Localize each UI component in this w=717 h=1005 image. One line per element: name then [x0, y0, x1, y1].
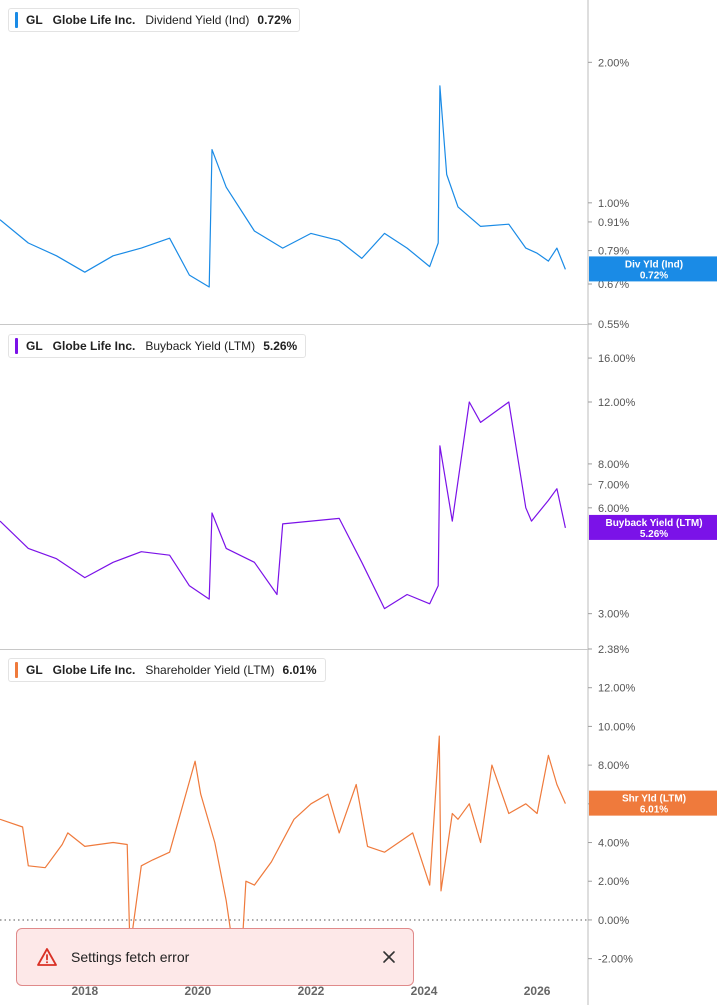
x-tick-label: 2022 [298, 984, 325, 998]
legend-metric: Shareholder Yield (LTM) [145, 663, 275, 677]
legend-metric: Buyback Yield (LTM) [145, 339, 256, 353]
badge-label: Shr Yld (LTM) [622, 794, 686, 805]
y-tick-label: 1.00% [598, 198, 629, 210]
series-color-swatch [15, 338, 18, 354]
legend-symbol: GL [26, 339, 43, 353]
badge-value: 6.01% [640, 805, 668, 816]
legend-dividend-yield: GL Globe Life Inc. Dividend Yield (Ind) … [8, 8, 301, 32]
legend-value: 0.72% [257, 13, 292, 27]
legend-metric: Dividend Yield (Ind) [145, 13, 250, 27]
y-tick-label: 16.00% [598, 353, 636, 365]
y-tick-label: 7.00% [598, 479, 629, 491]
legend-symbol: GL [26, 13, 43, 27]
current-value-badge [589, 514, 717, 540]
series-line [0, 401, 566, 610]
legend-value: 5.26% [263, 339, 298, 353]
x-tick-label: 2026 [524, 984, 551, 998]
y-tick-label: 4.00% [598, 838, 629, 850]
legend-company: Globe Life Inc. [52, 663, 136, 677]
x-tick-label: 2024 [411, 984, 438, 998]
current-value-badge [589, 790, 717, 816]
series-color-swatch [15, 662, 18, 678]
y-tick-label: 0.91% [598, 217, 629, 229]
legend-buyback-yield: GL Globe Life Inc. Buyback Yield (LTM) 5… [8, 334, 307, 358]
y-tick-label: 2.38% [598, 644, 629, 656]
warning-icon [37, 948, 57, 966]
y-tick-label: 0.55% [598, 319, 629, 331]
y-tick-label: 3.00% [598, 609, 629, 621]
y-tick-label: 10.00% [598, 721, 636, 733]
y-tick-label: -2.00% [598, 954, 633, 966]
legend-value: 6.01% [282, 663, 317, 677]
y-tick-label: 0.79% [598, 246, 629, 258]
y-tick-label: 2.00% [598, 876, 629, 888]
badge-label: Div Yld (Ind) [625, 259, 683, 270]
legend-symbol: GL [26, 663, 43, 677]
y-tick-label: 6.00% [598, 503, 629, 515]
y-tick-label: 12.00% [598, 683, 636, 695]
series-line [0, 85, 566, 288]
y-tick-label: 0.67% [598, 279, 629, 291]
legend-company: Globe Life Inc. [52, 13, 136, 27]
current-value-badge [589, 256, 717, 282]
badge-value: 5.26% [640, 529, 668, 540]
x-tick-label: 2018 [71, 984, 98, 998]
x-tick-label: 2020 [185, 984, 212, 998]
legend-company: Globe Life Inc. [52, 339, 136, 353]
y-tick-label: 0.00% [598, 915, 629, 927]
badge-label: Buyback Yield (LTM) [605, 518, 702, 529]
legend-shareholder-yield: GL Globe Life Inc. Shareholder Yield (LT… [8, 658, 326, 682]
y-tick-label: 12.00% [598, 397, 636, 409]
error-toast: Settings fetch error [16, 928, 414, 986]
series-line [0, 735, 566, 950]
close-icon[interactable] [381, 949, 397, 965]
y-tick-label: 2.00% [598, 57, 629, 69]
y-tick-label: 8.00% [598, 760, 629, 772]
badge-value: 0.72% [640, 270, 668, 281]
series-color-swatch [15, 12, 18, 28]
toast-message: Settings fetch error [71, 949, 190, 965]
y-tick-label: 8.00% [598, 459, 629, 471]
